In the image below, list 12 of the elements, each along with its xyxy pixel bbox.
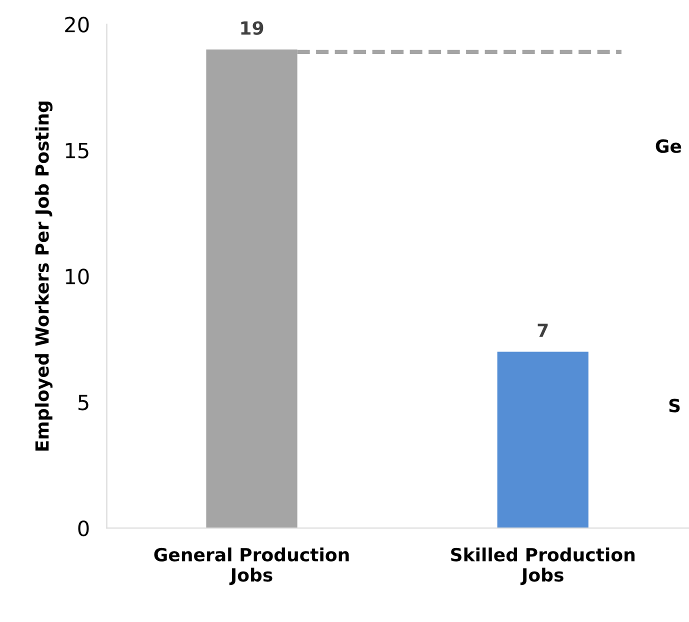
data-label: 7 (538, 324, 548, 337)
data-label: 19 (241, 21, 264, 35)
x-tick-label: Skilled Production Jobs (451, 548, 635, 586)
y-tick-label: 10 (66, 268, 89, 284)
y-tick-label: 20 (65, 16, 89, 32)
x-tick-label: General Production Jobs (154, 548, 349, 586)
annotation: S (669, 398, 680, 412)
annotation: Ge (656, 139, 682, 153)
y-axis-title: Employed Workers Per Job Posting (34, 102, 53, 451)
y-tick-label: 15 (66, 142, 88, 158)
y-tick-label: 0 (78, 520, 89, 536)
y-tick-label: 5 (78, 394, 88, 410)
